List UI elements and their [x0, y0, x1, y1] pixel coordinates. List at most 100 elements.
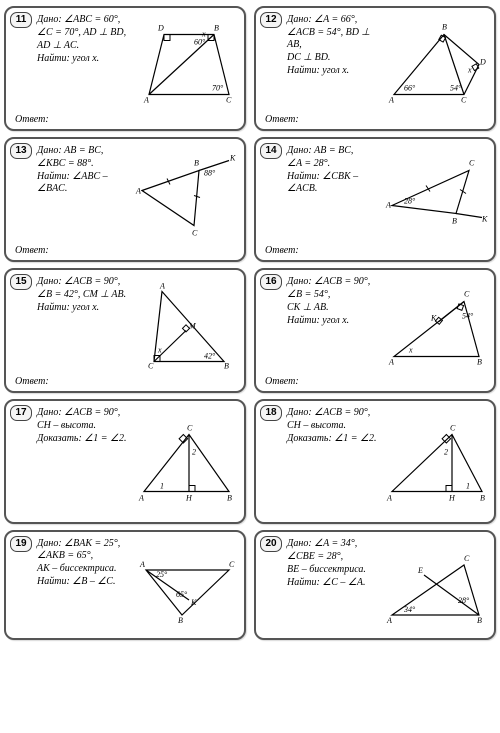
- line: Найти: ∠C – ∠A.: [287, 577, 382, 589]
- svg-text:x: x: [467, 66, 472, 75]
- svg-text:A: A: [135, 187, 141, 196]
- svg-text:K: K: [190, 598, 197, 607]
- card-16: 16 Дано: ∠ACB = 90°, ∠B = 54°, CK ⊥ AB. …: [254, 268, 496, 393]
- figure: A B C K 88°: [134, 143, 239, 243]
- line: ∠A = 28°.: [287, 158, 382, 170]
- line: Дано: ∠BAK = 25°, ∠AKB = 65°,: [37, 538, 132, 562]
- figure: A B C K 28°: [384, 143, 489, 243]
- svg-text:A: A: [143, 96, 149, 105]
- svg-text:C: C: [187, 424, 193, 433]
- figure: A B C M 42° x: [134, 274, 239, 374]
- line: Доказать: ∠1 = ∠2.: [287, 433, 382, 445]
- line: Найти: ∠ABC – ∠BAC.: [37, 171, 132, 195]
- card-number: 16: [260, 274, 282, 290]
- card-number: 14: [260, 143, 282, 159]
- card-13: 13 Дано: AB = BC, ∠KBC = 88°. Найти: ∠AB…: [4, 137, 246, 262]
- card-body: Дано: ∠A = 34°, ∠CBE = 28°, BE – биссект…: [261, 536, 489, 634]
- line: AD ⊥ AC.: [37, 40, 132, 52]
- svg-text:B: B: [442, 23, 447, 32]
- card-15: 15 Дано: ∠ACB = 90°, ∠B = 42°, CM ⊥ AB. …: [4, 268, 246, 393]
- svg-text:B: B: [480, 494, 485, 503]
- line: Дано: ∠ACB = 90°,: [287, 276, 382, 288]
- card-text: Дано: ∠A = 34°, ∠CBE = 28°, BE – биссект…: [261, 536, 382, 634]
- line: ∠B = 42°, CM ⊥ AB.: [37, 289, 132, 301]
- svg-text:60°: 60°: [194, 38, 206, 47]
- card-body: Дано: ∠ACB = 90°, ∠B = 42°, CM ⊥ AB. Най…: [11, 274, 239, 374]
- svg-text:42°: 42°: [204, 352, 216, 361]
- svg-text:54°: 54°: [462, 312, 474, 321]
- figure: A B C K 25° 65°: [134, 536, 239, 634]
- line: AK – биссектриса.: [37, 563, 132, 575]
- line: Доказать: ∠1 = ∠2.: [37, 433, 132, 445]
- card-body: Дано: ∠BAK = 25°, ∠AKB = 65°, AK – биссе…: [11, 536, 239, 634]
- card-19: 19 Дано: ∠BAK = 25°, ∠AKB = 65°, AK – би…: [4, 530, 246, 640]
- line: ∠C = 70°, AD ⊥ BD,: [37, 27, 132, 39]
- problem-grid: 11 Дано: ∠ABC = 60°, ∠C = 70°, AD ⊥ BD, …: [4, 6, 496, 640]
- svg-text:E: E: [417, 566, 423, 575]
- svg-text:x: x: [157, 346, 162, 355]
- svg-text:C: C: [148, 362, 154, 371]
- svg-text:M: M: [188, 322, 197, 331]
- answer-label: Ответ:: [261, 245, 489, 256]
- svg-text:A: A: [385, 201, 391, 210]
- svg-text:C: C: [229, 560, 235, 569]
- card-text: Дано: ∠ACB = 90°, CH – высота. Доказать:…: [11, 405, 132, 518]
- svg-text:1: 1: [160, 482, 164, 491]
- svg-text:K: K: [229, 154, 236, 163]
- card-14: 14 Дано: AB = BC, ∠A = 28°. Найти: ∠CBK …: [254, 137, 496, 262]
- line: ∠B = 54°,: [287, 289, 382, 301]
- svg-text:H: H: [185, 494, 193, 503]
- svg-text:B: B: [224, 362, 229, 371]
- svg-text:B: B: [178, 616, 183, 625]
- line: Найти: угол x.: [287, 315, 382, 327]
- card-body: Дано: AB = BC, ∠KBC = 88°. Найти: ∠ABC –…: [11, 143, 239, 243]
- line: Найти: ∠B – ∠C.: [37, 576, 132, 588]
- card-text: Дано: AB = BC, ∠KBC = 88°. Найти: ∠ABC –…: [11, 143, 132, 243]
- card-body: Дано: ∠A = 66°, ∠ACB = 54°, BD ⊥ AB, DC …: [261, 12, 489, 112]
- answer-label: Ответ:: [11, 245, 239, 256]
- answer-label: Ответ:: [261, 114, 489, 125]
- line: Найти: угол x.: [37, 302, 132, 314]
- line: Найти: угол x.: [287, 65, 382, 77]
- svg-text:B: B: [227, 494, 232, 503]
- svg-text:K: K: [430, 314, 437, 323]
- line: BE – биссектриса.: [287, 564, 382, 576]
- svg-text:C: C: [469, 159, 475, 168]
- svg-text:C: C: [226, 96, 232, 105]
- svg-text:28°: 28°: [404, 197, 416, 206]
- line: ∠ACB = 54°, BD ⊥ AB,: [287, 27, 382, 51]
- svg-text:C: C: [450, 424, 456, 433]
- line: ∠KBC = 88°.: [37, 158, 132, 170]
- card-text: Дано: ∠ACB = 90°, ∠B = 54°, CK ⊥ AB. Най…: [261, 274, 382, 374]
- svg-text:54°: 54°: [450, 84, 462, 93]
- card-11: 11 Дано: ∠ABC = 60°, ∠C = 70°, AD ⊥ BD, …: [4, 6, 246, 131]
- line: CK ⊥ AB.: [287, 302, 382, 314]
- answer-label: Ответ:: [11, 376, 239, 387]
- svg-text:88°: 88°: [204, 169, 216, 178]
- line: Дано: ∠ABC = 60°,: [37, 14, 132, 26]
- card-body: Дано: ∠ABC = 60°, ∠C = 70°, AD ⊥ BD, AD …: [11, 12, 239, 112]
- svg-text:66°: 66°: [404, 84, 416, 93]
- svg-text:28°: 28°: [458, 596, 470, 605]
- svg-text:70°: 70°: [212, 84, 224, 93]
- card-body: Дано: AB = BC, ∠A = 28°. Найти: ∠CBK – ∠…: [261, 143, 489, 243]
- svg-text:A: A: [159, 282, 165, 291]
- card-body: Дано: ∠ACB = 90°, ∠B = 54°, CK ⊥ AB. Най…: [261, 274, 489, 374]
- line: CH – высота.: [37, 420, 132, 432]
- svg-text:C: C: [464, 554, 470, 563]
- svg-text:2: 2: [192, 448, 196, 457]
- line: Дано: ∠ACB = 90°,: [287, 407, 382, 419]
- card-12: 12 Дано: ∠A = 66°, ∠ACB = 54°, BD ⊥ AB, …: [254, 6, 496, 131]
- card-number: 19: [10, 536, 32, 552]
- card-number: 11: [10, 12, 32, 28]
- card-number: 15: [10, 274, 32, 290]
- card-number: 17: [10, 405, 32, 421]
- line: CH – высота.: [287, 420, 382, 432]
- svg-text:B: B: [214, 24, 219, 33]
- svg-text:K: K: [481, 215, 488, 224]
- card-body: Дано: ∠ACB = 90°, CH – высота. Доказать:…: [11, 405, 239, 518]
- answer-label: Ответ:: [261, 376, 489, 387]
- svg-text:x: x: [201, 30, 206, 39]
- card-text: Дано: ∠BAK = 25°, ∠AKB = 65°, AK – биссе…: [11, 536, 132, 634]
- svg-text:B: B: [477, 358, 482, 367]
